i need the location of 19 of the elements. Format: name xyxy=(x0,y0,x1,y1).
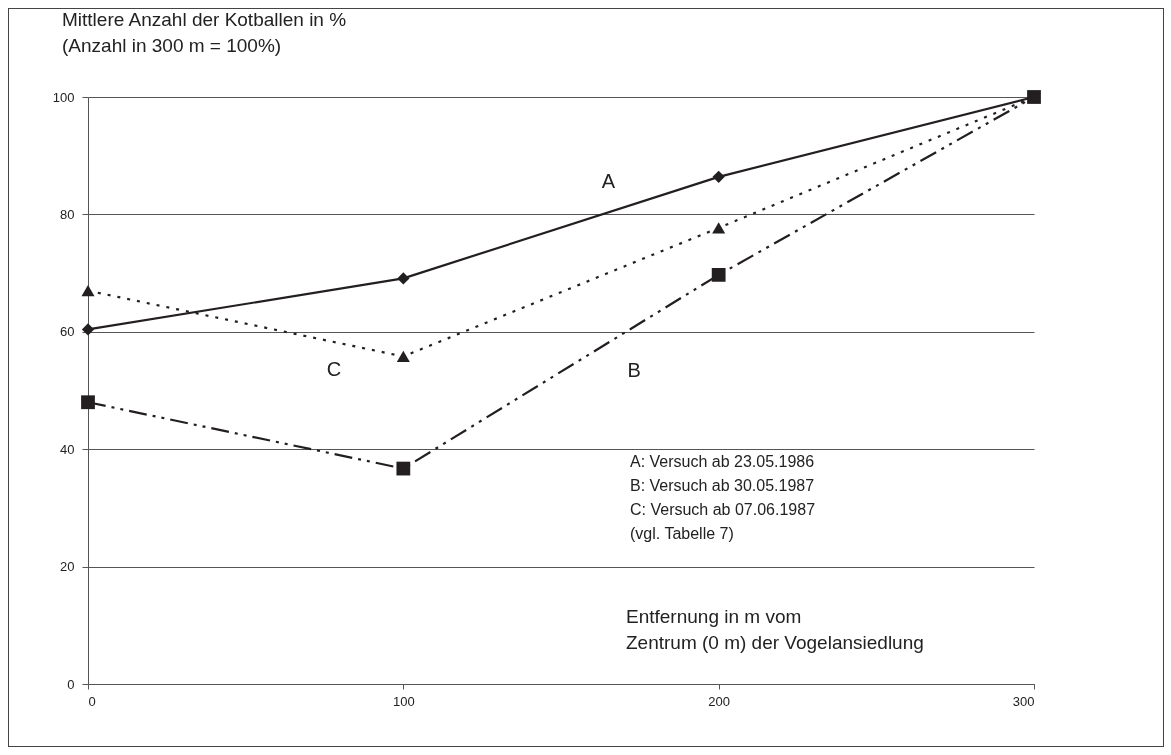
series-label: A xyxy=(601,170,616,193)
x-tick-label: 200 xyxy=(708,693,731,709)
y-tick-label: 20 xyxy=(60,559,75,575)
series-label: C xyxy=(326,357,342,380)
x-tick-label: 300 xyxy=(1012,693,1035,709)
y-tick-label: 100 xyxy=(52,89,75,105)
y-tick-label: 60 xyxy=(60,324,75,340)
annotation: A: Versuch ab 23.05.1986 xyxy=(630,453,815,470)
annotation: C: Versuch ab 07.06.1987 xyxy=(630,501,816,518)
x-axis-title: Entfernung in m vom Zentrum (0 m) der Vogelansiedlung xyxy=(626,606,924,653)
x-tick-label: 100 xyxy=(392,693,415,709)
annotation: B: Versuch ab 30.05.1987 xyxy=(630,477,815,494)
y-tick-label: 80 xyxy=(60,206,75,222)
y-tick-label: 0 xyxy=(67,676,75,692)
y-axis-title: Mittlere Anzahl der Kotballen in % (Anzahl in 300 m = 100%) xyxy=(62,9,347,56)
annotation: (vgl. Tabelle 7) xyxy=(630,525,734,542)
series-label: B xyxy=(627,358,641,381)
x-tick-label: 0 xyxy=(88,693,96,709)
y-tick-label: 40 xyxy=(60,441,75,457)
